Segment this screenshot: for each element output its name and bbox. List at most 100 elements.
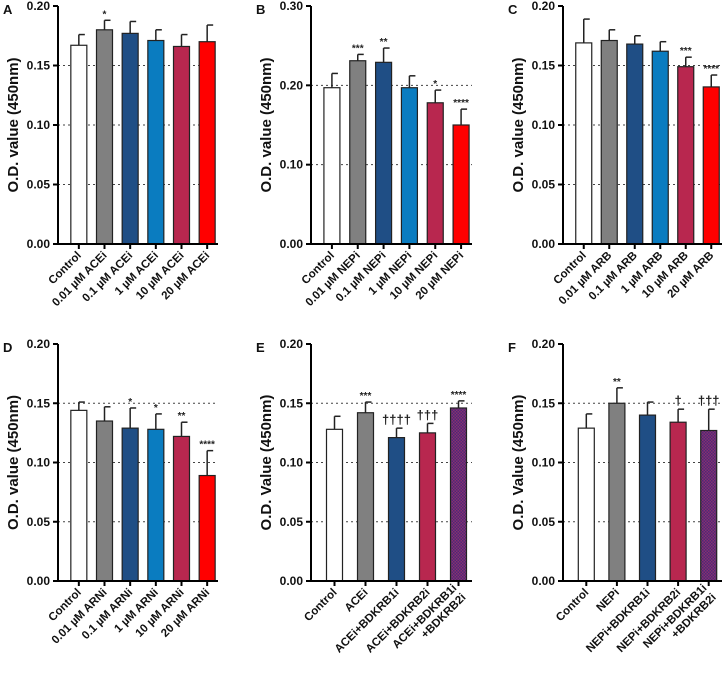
y-axis-label: O.D. value (450nm) <box>258 57 275 192</box>
bar <box>198 41 216 245</box>
x-tick-label-line: Control <box>302 587 339 624</box>
panel-letter: E <box>256 340 265 355</box>
y-tick-label: 0.20 <box>532 337 556 351</box>
bar <box>198 474 216 582</box>
bar <box>172 45 191 245</box>
significance-marker: ††† <box>698 393 720 408</box>
significance-marker: *** <box>680 46 692 57</box>
x-tick-label: Control <box>302 587 339 624</box>
bar <box>147 39 165 245</box>
y-axis-label: O.D. Value (450nm) <box>510 395 527 531</box>
bar <box>608 402 626 582</box>
significance-marker: ††† <box>417 407 439 422</box>
y-tick-label: 0.05 <box>532 515 556 529</box>
bar <box>387 437 406 582</box>
significance-marker: **** <box>199 440 215 451</box>
y-tick-label: 0.10 <box>532 118 556 132</box>
bar <box>356 412 375 582</box>
panel-e: E 0.00 0.05 0.10 0.15 0.20 O.D. Value (450nm) C… <box>256 337 472 655</box>
bar <box>677 66 695 245</box>
bar <box>70 44 88 245</box>
bar <box>600 39 618 245</box>
y-tick-label: 0.00 <box>280 574 304 588</box>
panel-letter: F <box>508 340 516 355</box>
significance-marker: †††† <box>382 412 411 427</box>
y-axis-label: O.D. Value (450nm) <box>258 395 275 531</box>
y-tick-label: 0.05 <box>532 178 556 192</box>
bar <box>418 432 437 582</box>
y-tick-label: 0.20 <box>280 337 304 351</box>
significance-marker: **** <box>451 390 467 401</box>
y-tick-label: 0.05 <box>280 515 304 529</box>
y-axis-label: O.D. value (450nm) <box>5 57 22 192</box>
bar <box>700 429 718 582</box>
bar <box>121 427 139 582</box>
y-tick-label: 0.20 <box>27 337 51 351</box>
bar <box>95 29 114 245</box>
x-tick-label-line: Control <box>554 587 591 624</box>
y-axis-label: O.D. value (450nm) <box>510 57 527 192</box>
significance-marker: **** <box>703 64 719 75</box>
y-tick-label: 0.15 <box>27 59 51 73</box>
x-tick-label: Control <box>554 587 591 624</box>
bar <box>575 42 593 245</box>
y-tick-label: 0.20 <box>532 0 556 13</box>
bar <box>577 427 595 582</box>
significance-marker: *** <box>352 43 364 54</box>
bar <box>374 61 393 245</box>
significance-marker: * <box>154 403 158 414</box>
y-tick-label: 0.10 <box>27 118 51 132</box>
y-tick-label: 0.15 <box>532 396 556 410</box>
panel-f: F 0.00 0.05 0.10 0.15 0.20 O.D. Value (450nm) C… <box>508 337 722 655</box>
significance-marker: *** <box>360 391 372 402</box>
panel-letter: B <box>256 2 265 17</box>
bar <box>400 87 419 245</box>
bar <box>651 50 669 245</box>
bar <box>452 124 470 245</box>
panel-letter: A <box>3 2 13 17</box>
y-tick-label: 0.10 <box>280 158 304 172</box>
y-tick-label: 0.15 <box>280 396 304 410</box>
significance-marker: ** <box>613 377 621 388</box>
significance-marker: * <box>128 397 132 408</box>
panel-d: D0.000.050.100.150.20O.D. value (450nm)C… <box>3 337 218 647</box>
x-tick-label-line: NEPi <box>595 587 622 614</box>
bar <box>449 407 468 582</box>
y-tick-label: 0.15 <box>27 396 51 410</box>
panel-a: A0.000.050.100.150.20O.D. value (450nm)C… <box>3 0 218 309</box>
y-tick-label: 0.00 <box>27 237 51 251</box>
bar <box>147 428 165 582</box>
bar <box>323 87 341 245</box>
y-tick-label: 0.05 <box>27 178 51 192</box>
significance-marker: * <box>433 79 437 90</box>
panel-letter: C <box>508 2 518 17</box>
y-tick-label: 0.00 <box>280 237 304 251</box>
y-tick-label: 0.30 <box>280 0 304 13</box>
panel-letter: D <box>3 340 12 355</box>
bar <box>626 43 644 245</box>
bar <box>702 86 720 245</box>
x-tick-label-line: ACEi <box>343 587 371 615</box>
y-tick-label: 0.10 <box>280 456 304 470</box>
x-tick-label: NEPi <box>595 587 622 614</box>
y-axis-label: O.D. value (450nm) <box>5 395 22 530</box>
significance-marker: * <box>103 9 107 20</box>
bar <box>325 428 344 582</box>
bar <box>121 32 139 245</box>
bar <box>70 409 88 582</box>
y-tick-label: 0.20 <box>27 0 51 13</box>
bar <box>638 414 657 582</box>
y-tick-label: 0.00 <box>532 574 556 588</box>
y-tick-label: 0.00 <box>27 574 51 588</box>
y-tick-label: 0.05 <box>27 515 51 529</box>
bar <box>669 421 687 582</box>
significance-marker: ** <box>380 37 388 48</box>
y-tick-label: 0.10 <box>27 456 51 470</box>
y-tick-label: 0.15 <box>532 59 556 73</box>
x-tick-label: ACEi <box>343 587 371 615</box>
significance-marker: † <box>674 393 681 408</box>
significance-marker: **** <box>453 98 469 109</box>
bar <box>95 420 114 582</box>
